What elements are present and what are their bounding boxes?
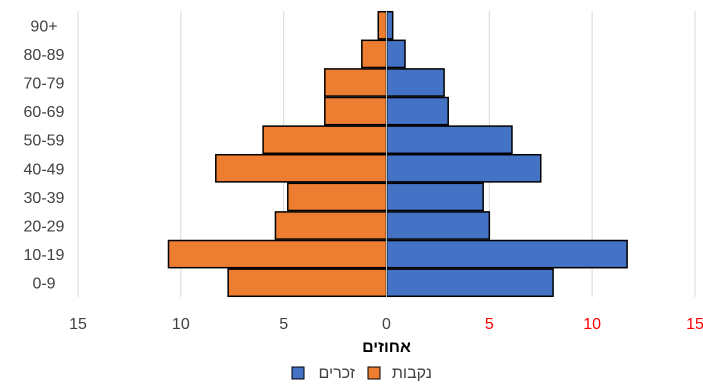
x-axis-ticks: 15 10 5 0 5 10 15 [69, 316, 703, 333]
bar-female-60-69 [324, 96, 388, 126]
x-tick-label: 0 [382, 316, 391, 333]
bar-male-70-79 [385, 68, 445, 97]
y-tick-label: 10-19 [24, 247, 65, 264]
y-tick-label: 20-29 [24, 219, 65, 236]
x-tick-label: 10 [172, 316, 190, 333]
legend-label-male: זכרים [319, 365, 355, 382]
bar-female-70-79 [324, 68, 388, 97]
bar-female-30-39 [287, 182, 388, 212]
bar-male-60-69 [385, 96, 449, 126]
x-tick-label: 15 [686, 316, 703, 333]
bar-female-20-29 [274, 211, 388, 240]
bar-female-0-9 [227, 268, 388, 298]
y-tick-label: 50-59 [24, 133, 65, 150]
x-tick-label: 15 [69, 316, 87, 333]
bar-male-30-39 [385, 182, 484, 212]
bar-male-40-49 [385, 153, 542, 183]
bar-male-10-19 [385, 239, 628, 269]
y-tick-label: 90+ [30, 18, 57, 35]
bars [167, 10, 628, 298]
bar-female-50-59 [262, 125, 388, 155]
y-tick-label: 80-89 [24, 47, 65, 64]
bar-male-0-9 [385, 268, 554, 298]
x-tick-label: 5 [485, 316, 494, 333]
bar-female-80-89 [361, 39, 388, 69]
y-tick-label: 0-9 [32, 276, 55, 293]
bar-male-90+ [385, 10, 394, 40]
x-axis-title: אחוזים [362, 339, 411, 356]
bar-female-90+ [377, 10, 388, 40]
y-tick-label: 60-69 [24, 104, 65, 121]
legend-label-female: נקבות [392, 365, 432, 382]
y-axis-labels: 0-9 10-19 20-29 30-39 40-49 50-59 60-69 70-79 80… [24, 18, 65, 292]
bar-female-40-49 [215, 153, 388, 183]
legend-swatch-male [291, 366, 305, 380]
y-tick-label: 40-49 [24, 161, 65, 178]
bar-male-80-89 [385, 39, 406, 69]
legend-swatch-female [367, 366, 381, 380]
x-tick-label: 10 [583, 316, 601, 333]
legend: נקבות זכרים [291, 365, 432, 382]
bar-male-20-29 [385, 211, 491, 240]
bar-male-50-59 [385, 125, 513, 155]
bar-female-10-19 [167, 239, 388, 269]
y-tick-label: 70-79 [24, 76, 65, 93]
y-tick-label: 30-39 [24, 190, 65, 207]
x-tick-label: 5 [279, 316, 288, 333]
